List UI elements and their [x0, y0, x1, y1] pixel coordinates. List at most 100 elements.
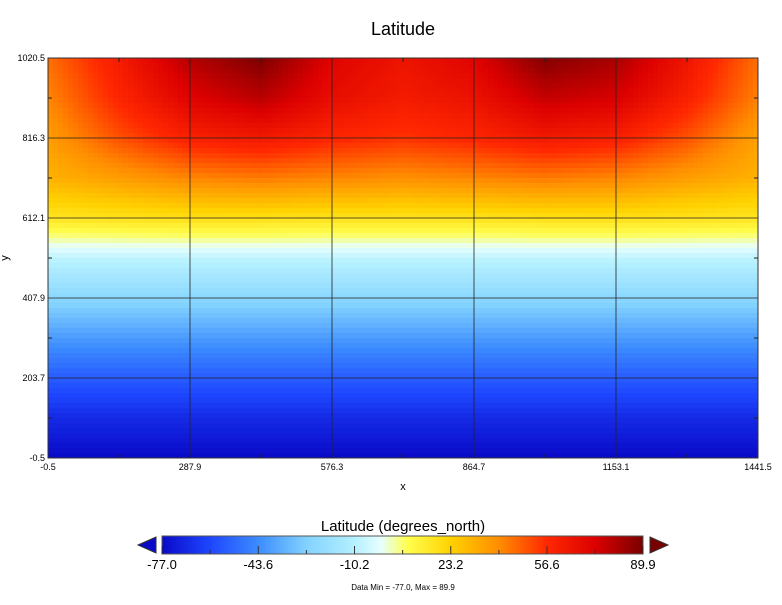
heatmap-cell — [648, 68, 654, 74]
heatmap-cell — [203, 213, 209, 219]
heatmap-cell — [468, 173, 474, 179]
heatmap-cell — [178, 58, 184, 64]
heatmap-cell — [433, 143, 439, 149]
heatmap-cell — [103, 118, 109, 124]
heatmap-cell — [103, 168, 109, 174]
heatmap-cell — [643, 108, 649, 114]
heatmap-cell — [518, 203, 524, 209]
heatmap-cell — [493, 138, 499, 144]
heatmap-cell — [723, 83, 729, 89]
heatmap-cell — [428, 168, 434, 174]
heatmap-cell — [568, 218, 574, 224]
heatmap-cell — [198, 198, 204, 204]
heatmap-cell — [498, 68, 504, 74]
heatmap-cell — [278, 173, 284, 179]
heatmap-cell — [458, 63, 464, 69]
heatmap-cell — [663, 63, 669, 69]
heatmap-cell — [508, 228, 514, 234]
heatmap-cell — [363, 228, 369, 234]
heatmap-cell — [678, 198, 684, 204]
heatmap-cell — [188, 153, 194, 159]
heatmap-cell — [603, 108, 609, 114]
heatmap-cell — [73, 143, 79, 149]
heatmap-cell — [678, 118, 684, 124]
heatmap-cell — [653, 123, 659, 129]
heatmap-cell — [133, 78, 139, 84]
heatmap-cell — [398, 103, 404, 109]
heatmap-cell — [208, 93, 214, 99]
heatmap-cell — [198, 98, 204, 104]
heatmap-cell — [493, 148, 499, 154]
heatmap-cell — [443, 148, 449, 154]
heatmap-cell — [248, 83, 254, 89]
heatmap-cell — [523, 98, 529, 104]
heatmap-cell — [658, 173, 664, 179]
heatmap-cell — [733, 113, 739, 119]
heatmap-cell — [328, 208, 334, 214]
heatmap-cell — [623, 123, 629, 129]
heatmap-cell — [548, 153, 554, 159]
heatmap-cell — [128, 113, 134, 119]
heatmap-cell — [588, 93, 594, 99]
heatmap-cell — [468, 218, 474, 224]
heatmap-cell — [108, 108, 114, 114]
heatmap-cell — [228, 173, 234, 179]
heatmap-cell — [373, 228, 379, 234]
heatmap-cell — [733, 83, 739, 89]
heatmap-cell — [648, 183, 654, 189]
heatmap-cell — [203, 198, 209, 204]
heatmap-cell — [153, 148, 159, 154]
heatmap-cell — [198, 138, 204, 144]
heatmap-cell — [458, 133, 464, 139]
heatmap-cell — [343, 178, 349, 184]
heatmap-cell — [593, 163, 599, 169]
heatmap-cell — [338, 128, 344, 134]
heatmap-cell — [713, 88, 719, 94]
heatmap-cell — [568, 68, 574, 74]
heatmap-cell — [523, 148, 529, 154]
heatmap-cell — [463, 68, 469, 74]
heatmap-cell — [113, 108, 119, 114]
heatmap-cell — [548, 123, 554, 129]
heatmap-cell — [553, 173, 559, 179]
heatmap-cell — [528, 58, 534, 64]
heatmap-cell — [263, 228, 269, 234]
heatmap-cell — [313, 58, 319, 64]
heatmap-cell — [683, 63, 689, 69]
heatmap-cell — [573, 183, 579, 189]
heatmap-cell — [518, 68, 524, 74]
heatmap-cell — [148, 183, 154, 189]
heatmap-cell — [488, 88, 494, 94]
heatmap-cell — [268, 208, 274, 214]
heatmap-cell — [278, 138, 284, 144]
heatmap-cell — [653, 228, 659, 234]
heatmap-cell — [753, 188, 759, 194]
heatmap-cell — [178, 133, 184, 139]
heatmap-cell — [278, 183, 284, 189]
heatmap-cell — [668, 158, 674, 164]
heatmap-cell — [58, 158, 64, 164]
heatmap-cell — [223, 218, 229, 224]
heatmap-cell — [233, 73, 239, 79]
heatmap-cell — [123, 143, 129, 149]
heatmap-cell — [148, 58, 154, 64]
heatmap-cell — [233, 228, 239, 234]
heatmap-cell — [273, 173, 279, 179]
heatmap-cell — [133, 178, 139, 184]
heatmap-cell — [663, 223, 669, 229]
heatmap-cell — [353, 188, 359, 194]
heatmap-cell — [588, 113, 594, 119]
heatmap-cell — [588, 223, 594, 229]
heatmap-cell — [108, 153, 114, 159]
heatmap-cell — [138, 143, 144, 149]
heatmap-cell — [453, 163, 459, 169]
heatmap-cell — [308, 223, 314, 229]
heatmap-cell — [188, 228, 194, 234]
heatmap-cell — [523, 78, 529, 84]
heatmap-cell — [468, 73, 474, 79]
heatmap-cell — [543, 163, 549, 169]
heatmap-cell — [138, 223, 144, 229]
heatmap-cell — [688, 113, 694, 119]
heatmap-cell — [378, 58, 384, 64]
heatmap-cell — [718, 58, 724, 64]
